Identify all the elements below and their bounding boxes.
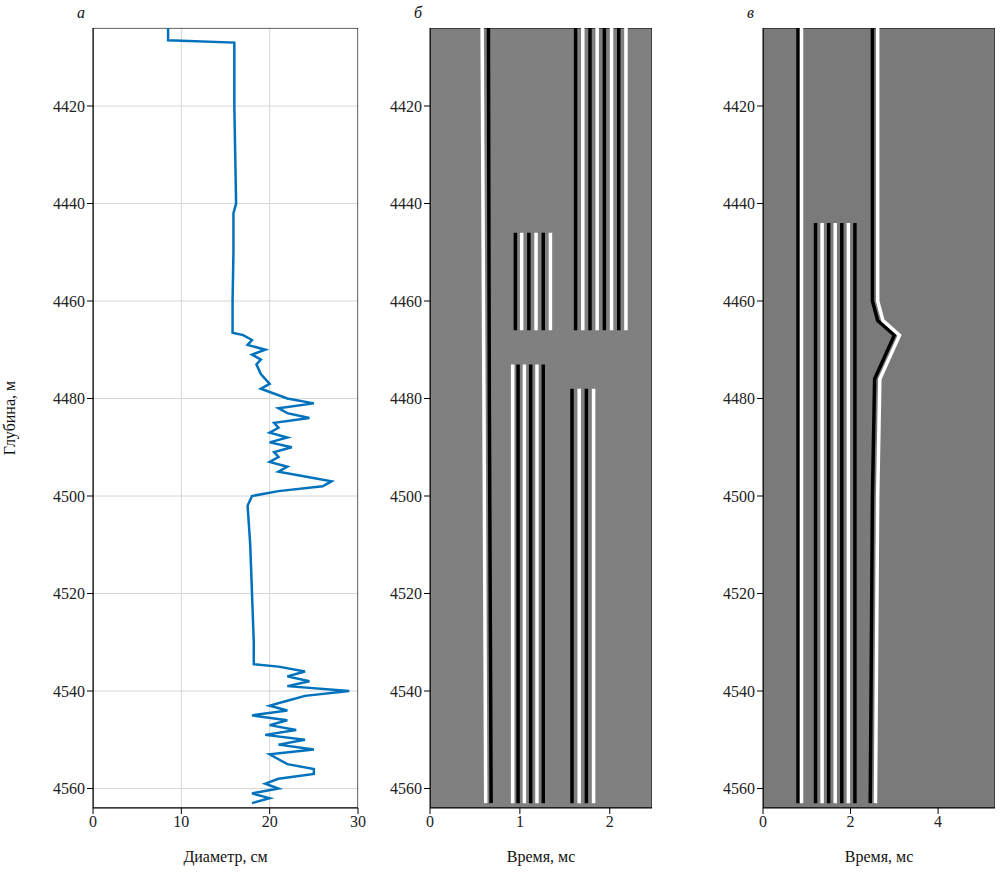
svg-text:4540: 4540 xyxy=(723,683,755,700)
svg-text:4480: 4480 xyxy=(390,390,422,407)
svg-text:20: 20 xyxy=(262,813,278,830)
svg-text:4540: 4540 xyxy=(53,683,85,700)
svg-text:2: 2 xyxy=(606,813,614,830)
svg-text:4: 4 xyxy=(934,813,942,830)
svg-text:4500: 4500 xyxy=(723,488,755,505)
html-text:б: б xyxy=(414,4,422,21)
svg-text:4440: 4440 xyxy=(723,195,755,212)
svg-text:4420: 4420 xyxy=(723,98,755,115)
svg-text:4520: 4520 xyxy=(723,585,755,602)
svg-text:4480: 4480 xyxy=(723,390,755,407)
svg-text:4460: 4460 xyxy=(390,293,422,310)
svg-text:4560: 4560 xyxy=(723,780,755,797)
svg-text:30: 30 xyxy=(350,813,366,830)
svg-text:4520: 4520 xyxy=(53,585,85,602)
svg-text:4560: 4560 xyxy=(390,780,422,797)
svg-text:Время, мс: Время, мс xyxy=(507,848,575,866)
svg-text:4560: 4560 xyxy=(53,780,85,797)
svg-text:10: 10 xyxy=(173,813,189,830)
svg-text:4480: 4480 xyxy=(53,390,85,407)
svg-text:4420: 4420 xyxy=(390,98,422,115)
svg-text:4500: 4500 xyxy=(390,488,422,505)
html-text:а: а xyxy=(77,4,85,21)
html-text:в: в xyxy=(747,4,754,21)
svg-text:4440: 4440 xyxy=(53,195,85,212)
svg-text:4500: 4500 xyxy=(53,488,85,505)
svg-text:4420: 4420 xyxy=(53,98,85,115)
svg-text:2: 2 xyxy=(847,813,855,830)
svg-text:1: 1 xyxy=(516,813,524,830)
svg-text:4520: 4520 xyxy=(390,585,422,602)
svg-text:4460: 4460 xyxy=(53,293,85,310)
svg-text:Диаметр, см: Диаметр, см xyxy=(183,848,267,866)
svg-text:4540: 4540 xyxy=(390,683,422,700)
svg-text:4460: 4460 xyxy=(723,293,755,310)
svg-text:Глубина, м: Глубина, м xyxy=(1,381,19,455)
svg-text:Время, мс: Время, мс xyxy=(845,848,913,866)
svg-text:0: 0 xyxy=(89,813,97,830)
svg-text:0: 0 xyxy=(759,813,767,830)
svg-text:4440: 4440 xyxy=(390,195,422,212)
svg-text:0: 0 xyxy=(426,813,434,830)
